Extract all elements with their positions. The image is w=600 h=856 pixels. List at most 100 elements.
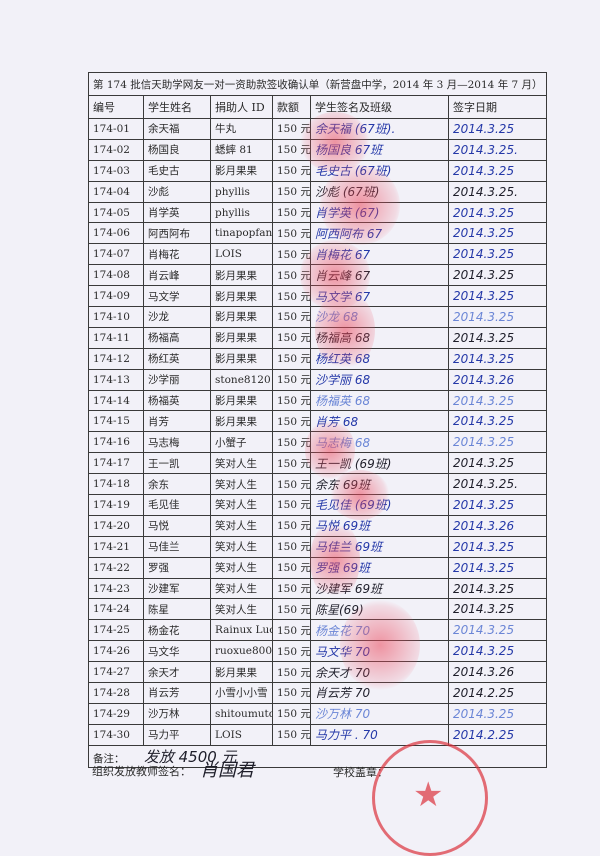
teacher-signature: 肖国君 — [200, 760, 254, 781]
table-row: 174-23 沙建军 笑对人生 150 元沙建军 69班 2014.3.25 — [88, 577, 548, 600]
table-row: 174-16 马志梅 小蟹子 150 元马志梅 68 2014.3.25 — [88, 431, 548, 454]
donor-id: LOIS — [210, 723, 273, 746]
amount: 150 元 — [272, 347, 311, 370]
amount: 150 元 — [272, 201, 311, 224]
sign-date: 2014.3.25 — [447, 201, 548, 224]
amount: 150 元 — [272, 180, 311, 203]
table-row: 174-14 杨福英 影月果果 150 元杨福英 68 2014.3.25 — [88, 389, 548, 412]
row-id: 174-02 — [88, 138, 144, 161]
student-signature: 杨红英 68 — [310, 347, 449, 370]
sign-date: 2014.3.25 — [447, 222, 548, 245]
table-row: 174-03 毛史古 影月果果 150 元毛史古 (67班) 2014.3.25 — [88, 159, 548, 182]
student-signature: 毛见佳 (69班) — [310, 494, 449, 516]
table-row: 174-01 余天福 牛丸 150 元余天福 (67班). 2014.3.25 — [88, 118, 548, 140]
amount: 150 元 — [272, 285, 311, 308]
row-id: 174-11 — [88, 326, 144, 349]
donor-id: 影月果果 — [210, 264, 273, 287]
student-name: 肖云峰 — [143, 264, 211, 287]
sign-date: 2014.3.26 — [447, 368, 548, 391]
table-row: 174-30 马力平 LOIS 150 元马力平 . 70 2014.2.25 — [88, 723, 548, 746]
student-signature: 肖云峰 67 — [310, 264, 449, 287]
table-row: 174-17 王一凯 笑对人生 150 元王一凯 (69班) 2014.3.25 — [88, 452, 548, 475]
sign-date: 2014.3.25 — [447, 326, 548, 349]
row-id: 174-05 — [88, 201, 144, 224]
row-id: 174-20 — [88, 514, 144, 537]
student-name: 马力平 — [143, 723, 211, 746]
student-signature: 毛史古 (67班) — [310, 159, 449, 182]
student-name: 余东 — [143, 473, 211, 496]
row-id: 174-07 — [88, 243, 144, 266]
donor-id: 小蟹子 — [210, 431, 273, 454]
table-row: 174-09 马文学 影月果果 150 元马文学 67 2014.3.25 — [88, 285, 548, 308]
student-signature: 肖梅花 67 — [310, 243, 449, 266]
remarks-value: 发放 4500 元 — [143, 747, 237, 766]
amount: 150 元 — [272, 640, 311, 663]
amount: 150 元 — [272, 535, 311, 558]
donor-id: stone8120 — [210, 368, 273, 391]
student-signature: 沙龙 68 — [310, 306, 449, 328]
table-row: 174-19 毛见佳 笑对人生 150 元毛见佳 (69班) 2014.3.25 — [88, 494, 548, 516]
amount: 150 元 — [272, 118, 311, 140]
table-row: 174-25 杨金花 Rainux Luo 150 元杨金花 70 2014.3.25 — [88, 619, 548, 642]
student-name: 肖芳 — [143, 410, 211, 433]
sign-date: 2014.3.25 — [447, 243, 548, 266]
row-id: 174-28 — [88, 682, 144, 704]
amount: 150 元 — [272, 243, 311, 266]
student-signature: 杨国良 67班 — [310, 138, 449, 161]
row-id: 174-10 — [88, 306, 144, 328]
col-student-name: 学生姓名 — [143, 95, 211, 119]
receipt-table: 第 174 批信天助学网友一对一资助款签收确认单（新营盘中学，2014 年 3 … — [87, 72, 548, 768]
student-signature: 余天才 70 — [310, 661, 449, 684]
amount: 150 元 — [272, 514, 311, 537]
table-row: 174-07 肖梅花 LOIS 150 元肖梅花 67 2014.3.25 — [88, 243, 548, 266]
donor-id: 笑对人生 — [210, 514, 273, 537]
student-signature: 杨金花 70 — [310, 619, 449, 642]
row-id: 174-06 — [88, 222, 144, 245]
sign-date: 2014.3.25 — [447, 452, 548, 475]
student-signature: 肖云芳 70 — [310, 682, 449, 704]
student-name: 马文学 — [143, 285, 211, 308]
amount: 150 元 — [272, 264, 311, 287]
row-id: 174-13 — [88, 368, 144, 391]
table-row: 174-22 罗强 笑对人生 150 元罗强 69班 2014.3.25 — [88, 556, 548, 579]
row-id: 174-03 — [88, 159, 144, 182]
student-name: 沙建军 — [143, 577, 211, 600]
student-signature: 沙学丽 68 — [310, 368, 449, 391]
amount: 150 元 — [272, 326, 311, 349]
student-signature: 肖学英 (67) — [310, 201, 449, 224]
donor-id: 笑对人生 — [210, 535, 273, 558]
donor-id: 影月果果 — [210, 326, 273, 349]
sign-date: 2014.2.25 — [447, 682, 548, 704]
amount: 150 元 — [272, 723, 311, 746]
student-name: 毛史古 — [143, 159, 211, 182]
table-row: 174-12 杨红英 影月果果 150 元杨红英 68 2014.3.25 — [88, 347, 548, 370]
col-date: 签字日期 — [447, 95, 548, 119]
donor-id: phyllis — [210, 201, 273, 224]
student-name: 余天福 — [143, 118, 211, 140]
row-id: 174-09 — [88, 285, 144, 308]
sign-date: 2014.3.25 — [447, 577, 548, 600]
student-name: 陈星 — [143, 598, 211, 621]
row-id: 174-24 — [88, 598, 144, 621]
donor-id: 影月果果 — [210, 661, 273, 684]
row-id: 174-18 — [88, 473, 144, 496]
student-signature: 余天福 (67班). — [310, 118, 449, 140]
table-row: 174-05 肖学英 phyllis 150 元肖学英 (67) 2014.3.25 — [88, 201, 548, 224]
remarks-label: 备注： — [93, 752, 125, 765]
amount: 150 元 — [272, 368, 311, 391]
amount: 150 元 — [272, 473, 311, 496]
student-name: 罗强 — [143, 556, 211, 579]
donor-id: phyllis — [210, 180, 273, 203]
student-signature: 沙彪 (67班) — [310, 180, 449, 203]
amount: 150 元 — [272, 619, 311, 642]
amount: 150 元 — [272, 577, 311, 600]
amount: 150 元 — [272, 159, 311, 182]
donor-id: 小雪小小雪 — [210, 682, 273, 704]
sign-date: 2014.3.25 — [447, 118, 548, 140]
student-signature: 罗强 69班 — [310, 556, 449, 579]
student-name: 杨福高 — [143, 326, 211, 349]
student-name: 沙学丽 — [143, 368, 211, 391]
table-row: 174-08 肖云峰 影月果果 150 元肖云峰 67 2014.3.25 — [88, 264, 548, 287]
sign-date: 2014.3.25 — [447, 389, 548, 412]
